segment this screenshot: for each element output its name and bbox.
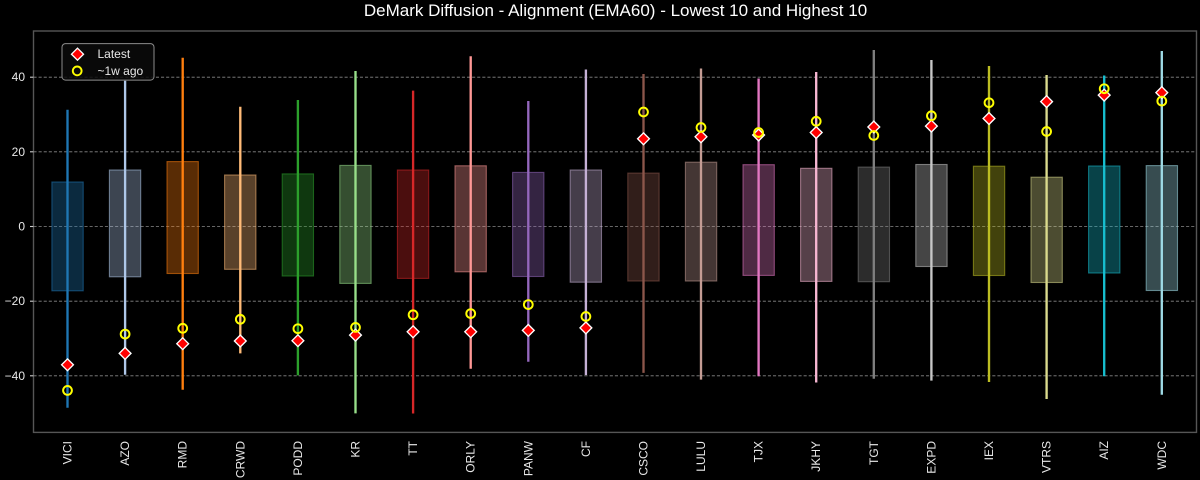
svg-text:40: 40 [12,70,26,84]
svg-text:~1w ago: ~1w ago [98,64,144,78]
svg-text:TGT: TGT [867,440,881,465]
svg-text:IEX: IEX [982,441,996,460]
svg-text:AZO: AZO [118,441,132,466]
svg-text:VTRS: VTRS [1040,441,1054,473]
svg-text:VICI: VICI [61,441,75,464]
svg-text:KR: KR [349,441,363,458]
svg-text:RMD: RMD [176,441,190,469]
svg-text:CRWD: CRWD [233,441,247,478]
svg-text:CF: CF [579,441,593,457]
svg-text:0: 0 [18,220,25,234]
svg-text:LULU: LULU [694,441,708,472]
svg-text:20: 20 [12,145,26,159]
svg-text:DeMark Diffusion - Alignment (: DeMark Diffusion - Alignment (EMA60) - L… [364,1,867,20]
svg-text:−20: −20 [5,294,26,308]
svg-text:TJX: TJX [752,441,766,462]
svg-text:AIZ: AIZ [1097,441,1111,460]
svg-text:PANW: PANW [521,440,535,476]
svg-text:CSCO: CSCO [637,441,651,476]
svg-text:EXPD: EXPD [924,441,938,474]
svg-text:JKHY: JKHY [809,441,823,472]
svg-text:Latest: Latest [98,47,131,61]
svg-text:TT: TT [406,440,420,455]
svg-text:−40: −40 [5,369,26,383]
svg-text:WDC: WDC [1155,441,1169,470]
svg-text:PODD: PODD [291,441,305,476]
svg-text:ORLY: ORLY [464,441,478,473]
